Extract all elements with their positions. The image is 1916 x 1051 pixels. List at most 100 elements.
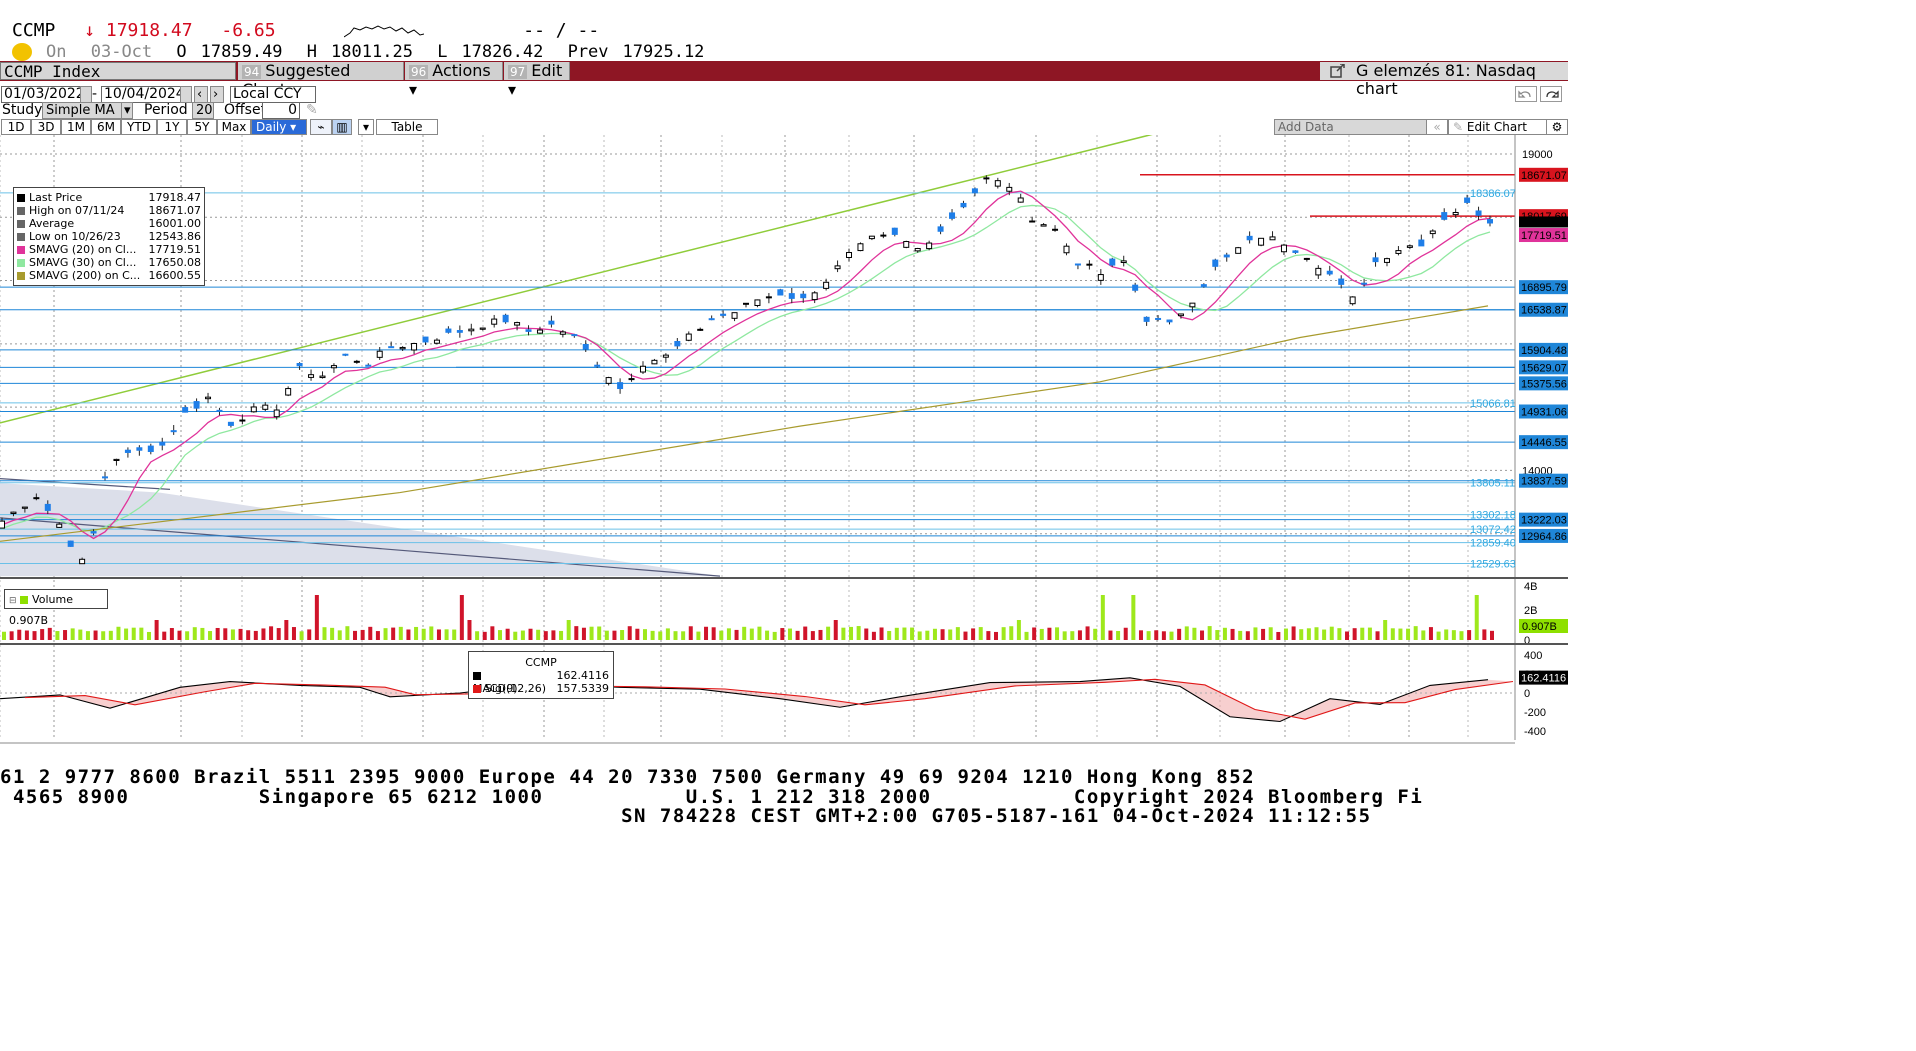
volume-bar (459, 595, 464, 640)
end-date-field[interactable]: 10/04/2024 (101, 86, 185, 103)
tab-6m[interactable]: 6M (91, 119, 121, 135)
volume-bar (1490, 630, 1494, 640)
tab-3d[interactable]: 3D (31, 119, 61, 135)
study-label: Study (2, 102, 43, 118)
edit-chart-button[interactable]: ✎ Edit Chart (1448, 119, 1550, 135)
volume-bar (742, 626, 747, 640)
collapse-icon[interactable]: « (1426, 119, 1448, 135)
macd-tick: -200 (1524, 707, 1546, 719)
offset-label: Offset (224, 102, 267, 118)
period-field[interactable]: 20 (192, 102, 214, 119)
candle (708, 318, 715, 321)
study-select[interactable]: Simple MA (42, 102, 126, 119)
price-chart[interactable]: 190001400018671.0718386.0718017.6917719.… (0, 135, 1568, 745)
volume-bar (1146, 631, 1151, 640)
calendar-icon[interactable] (80, 86, 92, 103)
candle (273, 409, 280, 418)
settings-icon[interactable]: ⚙ (1546, 119, 1568, 135)
volume-bar (93, 630, 98, 640)
tab-max[interactable]: Max (217, 119, 251, 135)
legend-value: 17719.51 (148, 243, 202, 256)
volume-bar (24, 630, 29, 640)
candle (903, 241, 910, 248)
candle (10, 511, 17, 514)
table-button[interactable]: Table (376, 119, 438, 135)
volume-bar (810, 631, 815, 640)
start-date-field[interactable]: 01/03/2022 (1, 86, 85, 103)
volume-bar (429, 626, 434, 640)
candle (296, 363, 303, 367)
legend-row: SMAVG (200) on C... 16600.55 (17, 269, 201, 282)
volume-bar (551, 630, 556, 640)
next-arrow-icon[interactable]: › (210, 86, 224, 103)
chevron-down-icon[interactable]: ▾ (358, 119, 374, 135)
volume-bar (1444, 629, 1449, 640)
actions-menu[interactable]: 96 Actions ▾ (405, 62, 503, 99)
volume-bar (124, 628, 129, 640)
prev-arrow-icon[interactable]: ‹ (194, 86, 208, 103)
candle (1017, 197, 1024, 203)
legend-row: Average 16001.00 (17, 217, 201, 230)
external-link-icon[interactable] (1330, 64, 1346, 78)
volume-bar (353, 630, 358, 640)
tab-1m[interactable]: 1M (61, 119, 91, 135)
volume-bar (169, 628, 174, 640)
volume-bar (70, 628, 75, 640)
tab-1y[interactable]: 1Y (157, 119, 187, 135)
level-label: 16538.87 (1521, 305, 1567, 317)
undo-icon[interactable] (1515, 86, 1537, 106)
sma20-line (1, 190, 1491, 540)
legend-label: High on 07/11/24 (29, 204, 125, 217)
volume-bar (1047, 627, 1052, 640)
macd-fill (0, 677, 1513, 722)
offset-field[interactable]: 0 (262, 102, 300, 119)
volume-bar (589, 626, 594, 640)
line-chart-icon[interactable]: ⌁ (310, 119, 332, 135)
candle (182, 407, 189, 413)
candle (1109, 258, 1116, 266)
price-legend[interactable]: Last Price 17918.47 High on 07/11/24 18671.… (13, 187, 205, 286)
volume-bar (986, 631, 991, 640)
volume-bar (208, 631, 213, 640)
volume-bar (1024, 631, 1029, 640)
candle (147, 445, 154, 452)
redo-icon[interactable] (1540, 86, 1562, 106)
chevron-down-icon[interactable]: ▾ (121, 102, 133, 119)
candle (1258, 237, 1265, 246)
volume-bar (1375, 631, 1380, 640)
volume-bar (940, 629, 945, 640)
legend-label: SMAVG (30) on Cl... (29, 256, 137, 269)
calendar-icon[interactable] (180, 86, 192, 103)
currency-select[interactable]: Local CCY (230, 86, 316, 103)
volume-bar (9, 631, 14, 640)
volume-bar (1283, 628, 1288, 640)
candle (1452, 211, 1459, 216)
add-data-field[interactable]: Add Data (1274, 119, 1429, 135)
candle (1040, 224, 1047, 227)
level-label-box (1519, 376, 1568, 391)
frequency-select[interactable]: Daily ▾ (251, 119, 307, 135)
level-label: 16895.79 (1521, 282, 1567, 294)
volume-bar (932, 628, 937, 640)
tab-5y[interactable]: 5Y (187, 119, 217, 135)
tab-1d[interactable]: 1D (1, 119, 31, 135)
tab-ytd[interactable]: YTD (121, 119, 157, 135)
volume-tick: 0 (1524, 635, 1530, 647)
candle (1475, 210, 1482, 216)
candle-chart-icon[interactable]: ▥ (332, 119, 352, 135)
edit-menu[interactable]: 97 Edit ▾ (504, 62, 570, 99)
volume-bar (200, 627, 205, 640)
chart-name[interactable]: G elemzés 81: Nasdaq chart (1320, 62, 1568, 98)
volume-bar (833, 620, 838, 640)
candle (330, 365, 337, 369)
candle (960, 202, 967, 208)
high-value: 18011.25 (331, 42, 413, 62)
pencil-icon[interactable]: ✎ (306, 102, 318, 118)
volume-bar (238, 628, 243, 640)
security-field[interactable]: CCMP Index (0, 62, 236, 81)
macd-legend[interactable]: CCMP MACD(12,26) 162.4116 Sig(9) 157.5339 (468, 651, 614, 699)
candle (720, 313, 727, 316)
volume-legend[interactable]: ⊟ Volume 0.907B (4, 589, 108, 627)
candle (1132, 284, 1139, 291)
